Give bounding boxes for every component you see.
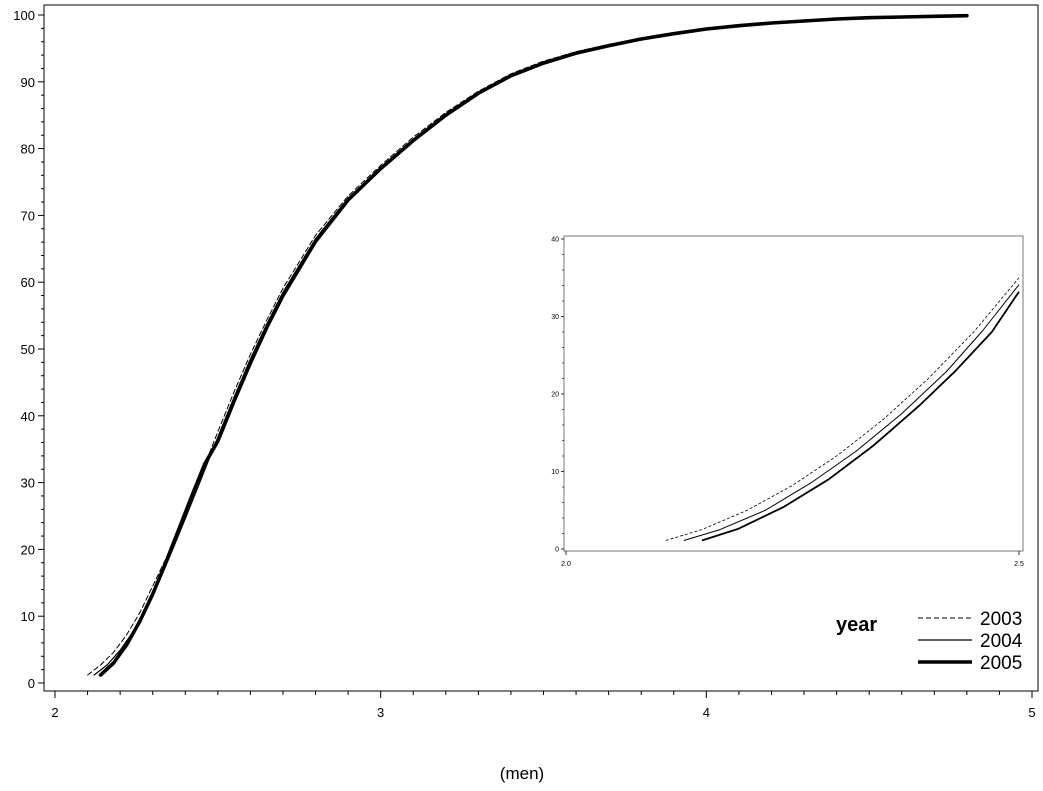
inset-x-tick-label: 2.0 bbox=[561, 561, 571, 568]
legend-title: year bbox=[836, 614, 877, 636]
y-tick-label: 10 bbox=[21, 609, 35, 624]
inset-y-tick-label: 10 bbox=[551, 469, 559, 476]
inset-series-line-2005 bbox=[701, 291, 1020, 542]
legend-label-2004: 2004 bbox=[980, 631, 1023, 652]
y-tick-label: 70 bbox=[21, 208, 35, 223]
inset-x-tick-label: 2.5 bbox=[1014, 561, 1024, 568]
y-tick-label: 100 bbox=[13, 8, 35, 23]
x-tick-label: 3 bbox=[377, 705, 384, 720]
y-tick-label: 90 bbox=[21, 75, 35, 90]
y-tick-label: 30 bbox=[21, 476, 35, 491]
y-tick-label: 80 bbox=[21, 142, 35, 157]
inset-series-line-2003 bbox=[665, 277, 1020, 541]
plot-frame bbox=[43, 4, 1039, 692]
inset-y-tick-label: 40 bbox=[551, 237, 559, 244]
y-tick-label: 40 bbox=[21, 409, 35, 424]
x-axis-title: (men) bbox=[500, 764, 544, 783]
legend-label-2003: 2003 bbox=[980, 609, 1022, 630]
y-tick-label: 0 bbox=[28, 676, 35, 691]
inset-frame bbox=[563, 235, 1024, 552]
inset-series-line-2004 bbox=[683, 284, 1020, 541]
inset-y-tick-label: 0 bbox=[555, 547, 559, 554]
inset-plot-area: 0 10 20 30 40 2.0 2.5 bbox=[551, 235, 1024, 568]
series-line-2005 bbox=[98, 13, 969, 677]
x-tick-label: 5 bbox=[1028, 705, 1035, 720]
x-tick-label: 2 bbox=[51, 705, 58, 720]
legend-label-2005: 2005 bbox=[980, 653, 1022, 674]
y-tick-label: 50 bbox=[21, 342, 35, 357]
y-tick-label: 20 bbox=[21, 542, 35, 557]
inset-y-tick-label: 20 bbox=[551, 392, 559, 399]
inset-y-tick-label: 30 bbox=[551, 314, 559, 321]
y-tick-label: 60 bbox=[21, 275, 35, 290]
x-tick-label: 4 bbox=[703, 705, 710, 720]
